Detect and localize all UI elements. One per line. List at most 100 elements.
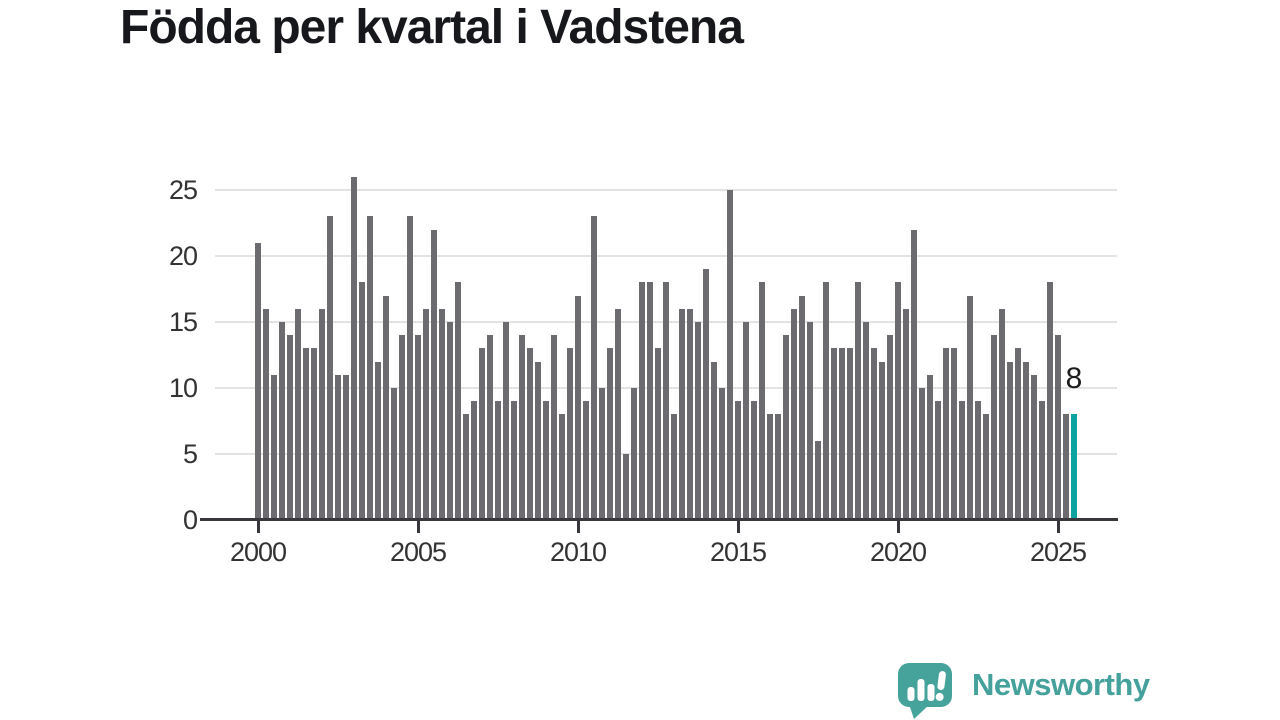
bar-2002-Q2 bbox=[327, 216, 333, 520]
bar-2008-Q3 bbox=[527, 348, 533, 520]
bar-2011-Q3 bbox=[623, 454, 629, 520]
bar-2002-Q3 bbox=[335, 374, 341, 520]
bar-2023-Q4 bbox=[1015, 348, 1021, 520]
y-axis-label-15: 15 bbox=[168, 307, 198, 337]
bar-2012-Q4 bbox=[663, 282, 669, 520]
bar-2005-Q1 bbox=[415, 335, 421, 520]
bar-2012-Q1 bbox=[639, 282, 645, 520]
y-axis-label-20: 20 bbox=[168, 241, 198, 271]
highlighted-bar-2025-Q3 bbox=[1071, 414, 1077, 520]
bar-2021-Q1 bbox=[927, 374, 933, 520]
bar-2024-Q3 bbox=[1039, 401, 1045, 520]
bar-2017-Q4 bbox=[823, 282, 829, 520]
bar-2006-Q2 bbox=[455, 282, 461, 520]
bar-2007-Q2 bbox=[487, 335, 493, 520]
x-axis-label-2005: 2005 bbox=[389, 537, 447, 567]
bar-2009-Q2 bbox=[551, 335, 557, 520]
x-axis-line bbox=[200, 518, 1118, 521]
gridline-y-25 bbox=[215, 189, 1117, 191]
x-axis-label-2020: 2020 bbox=[869, 537, 927, 567]
x-tick-2005 bbox=[416, 521, 420, 533]
bar-2007-Q4 bbox=[503, 322, 509, 520]
y-axis-label-25: 25 bbox=[168, 175, 198, 205]
bar-2008-Q2 bbox=[519, 335, 525, 520]
bar-2009-Q3 bbox=[559, 414, 565, 520]
x-tick-2020 bbox=[896, 521, 900, 533]
bar-2000-Q1 bbox=[255, 242, 261, 520]
bar-2024-Q4 bbox=[1047, 282, 1053, 520]
bar-2006-Q1 bbox=[447, 322, 453, 520]
bar-2001-Q3 bbox=[303, 348, 309, 520]
bar-2009-Q4 bbox=[567, 348, 573, 520]
bar-2022-Q2 bbox=[967, 295, 973, 520]
bar-2025-Q2 bbox=[1063, 414, 1069, 520]
bar-2025-Q1 bbox=[1055, 335, 1061, 520]
bar-2023-Q2 bbox=[999, 308, 1005, 520]
bar-2004-Q2 bbox=[391, 388, 397, 520]
bar-2012-Q3 bbox=[655, 348, 661, 520]
bar-2022-Q4 bbox=[983, 414, 989, 520]
bar-2008-Q4 bbox=[535, 361, 541, 520]
bar-2016-Q2 bbox=[775, 414, 781, 520]
bar-2013-Q2 bbox=[679, 308, 685, 520]
bar-2008-Q1 bbox=[511, 401, 517, 520]
bar-2016-Q4 bbox=[791, 308, 797, 520]
bar-2003-Q2 bbox=[359, 282, 365, 520]
bar-2001-Q2 bbox=[295, 308, 301, 520]
bar-2022-Q3 bbox=[975, 401, 981, 520]
bar-2011-Q4 bbox=[631, 388, 637, 520]
x-axis-label-2000: 2000 bbox=[229, 537, 287, 567]
bar-2007-Q3 bbox=[495, 401, 501, 520]
bar-2016-Q1 bbox=[767, 414, 773, 520]
y-axis-label-5: 5 bbox=[182, 439, 198, 469]
bar-2000-Q3 bbox=[271, 374, 277, 520]
bar-2018-Q4 bbox=[855, 282, 861, 520]
bar-2015-Q3 bbox=[751, 401, 757, 520]
bar-2005-Q2 bbox=[423, 308, 429, 520]
y-axis-label-0: 0 bbox=[182, 505, 198, 535]
x-tick-2025 bbox=[1056, 521, 1060, 533]
bar-2024-Q2 bbox=[1031, 374, 1037, 520]
bar-2020-Q2 bbox=[903, 308, 909, 520]
bar-2001-Q4 bbox=[311, 348, 317, 520]
bar-2021-Q4 bbox=[951, 348, 957, 520]
bar-2019-Q3 bbox=[879, 361, 885, 520]
bar-2004-Q4 bbox=[407, 216, 413, 520]
x-tick-2015 bbox=[736, 521, 740, 533]
x-axis-label-2025: 2025 bbox=[1029, 537, 1087, 567]
bar-2014-Q3 bbox=[719, 388, 725, 520]
bar-2020-Q1 bbox=[895, 282, 901, 520]
x-tick-2010 bbox=[576, 521, 580, 533]
bar-2021-Q3 bbox=[943, 348, 949, 520]
bar-2023-Q3 bbox=[1007, 361, 1013, 520]
bar-2013-Q4 bbox=[695, 322, 701, 520]
bar-2010-Q3 bbox=[591, 216, 597, 520]
bar-2018-Q3 bbox=[847, 348, 853, 520]
bar-2018-Q1 bbox=[831, 348, 837, 520]
bar-2006-Q4 bbox=[471, 401, 477, 520]
bar-2006-Q3 bbox=[463, 414, 469, 520]
bar-2021-Q2 bbox=[935, 401, 941, 520]
newsworthy-logo: Newsworthy bbox=[897, 662, 1150, 720]
bar-2019-Q4 bbox=[887, 335, 893, 520]
bar-2010-Q2 bbox=[583, 401, 589, 520]
bar-2015-Q1 bbox=[735, 401, 741, 520]
bar-2002-Q4 bbox=[343, 374, 349, 520]
bar-2014-Q4 bbox=[727, 190, 733, 520]
bar-2014-Q1 bbox=[703, 269, 709, 520]
x-axis-label-2010: 2010 bbox=[549, 537, 607, 567]
x-tick-2000 bbox=[256, 521, 260, 533]
bar-2015-Q4 bbox=[759, 282, 765, 520]
bar-2000-Q2 bbox=[263, 308, 269, 520]
bar-2005-Q4 bbox=[439, 308, 445, 520]
gridline-y-20 bbox=[215, 255, 1117, 257]
bar-2004-Q3 bbox=[399, 335, 405, 520]
bar-2007-Q1 bbox=[479, 348, 485, 520]
bar-2013-Q1 bbox=[671, 414, 677, 520]
bar-2017-Q1 bbox=[799, 295, 805, 520]
last-bar-value-annotation: 8 bbox=[1065, 362, 1083, 395]
bar-2014-Q2 bbox=[711, 361, 717, 520]
bar-2003-Q1 bbox=[351, 176, 357, 520]
bar-2017-Q2 bbox=[807, 322, 813, 520]
